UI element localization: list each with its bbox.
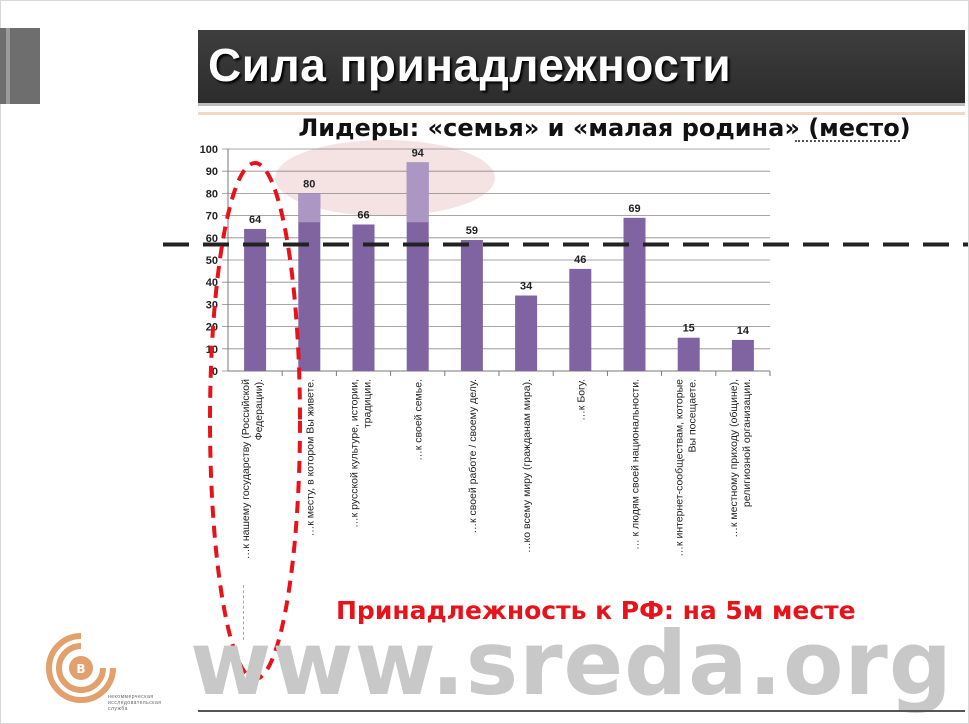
bar xyxy=(677,337,700,371)
data-label: 14 xyxy=(737,325,750,337)
data-label: 59 xyxy=(466,225,478,237)
data-label: 80 xyxy=(303,178,315,190)
highlight-oval xyxy=(208,161,302,681)
x-category-label: …к месту, в котором Вы живете. xyxy=(304,379,316,536)
x-category-label: …к своей семье. xyxy=(413,379,425,461)
callout-text: Принадлежность к РФ: на 5м месте xyxy=(336,596,856,625)
y-tick-label: 80 xyxy=(206,188,218,200)
bar xyxy=(623,217,646,371)
y-tick-label: 0 xyxy=(212,366,218,378)
title-bar: Сила принадлежности xyxy=(198,30,965,106)
bar xyxy=(298,193,321,371)
subtitle-dotted-underline xyxy=(795,140,900,142)
x-category-label: …к русской культуре, истории,традиции. xyxy=(349,379,374,528)
y-tick-label: 70 xyxy=(206,211,218,223)
left-accent-highlight xyxy=(6,28,10,104)
y-tick-label: 90 xyxy=(206,166,218,178)
x-category-label: …ко всему миру (гражданам мира). xyxy=(521,379,533,553)
bar xyxy=(731,339,754,371)
bar-highlight-overlay xyxy=(298,193,321,223)
data-label: 66 xyxy=(357,209,369,221)
bottom-rule xyxy=(198,710,965,712)
data-label: 64 xyxy=(249,214,262,226)
bar xyxy=(352,224,375,371)
watermark-text: www.sreda.org xyxy=(190,612,953,715)
sreda-logo-icon: B xyxy=(46,633,116,703)
title-underline xyxy=(198,112,965,115)
x-category-label: …к интернет-сообществам, которыеВы посещ… xyxy=(674,379,699,557)
data-label: 34 xyxy=(520,281,533,293)
data-label: 94 xyxy=(412,147,425,159)
x-category-label: …к нашему государству (РоссийскойФедерац… xyxy=(240,379,265,559)
y-tick-label: 100 xyxy=(200,144,218,156)
data-label: 46 xyxy=(574,254,586,266)
bar xyxy=(244,228,267,371)
svg-text:B: B xyxy=(76,662,85,676)
x-category-label: …к Богу. xyxy=(575,379,587,421)
x-category-label: …к местному приходу (общине),религиозной… xyxy=(728,379,753,538)
bar xyxy=(515,295,538,371)
side-dashed-mark xyxy=(243,585,244,640)
y-tick-label: 50 xyxy=(206,255,218,267)
bar xyxy=(460,240,483,371)
slide-subtitle: Лидеры: «семья» и «малая родина» (место) xyxy=(298,114,911,142)
logo-caption: некоммерческая исследовательская служба xyxy=(108,694,162,712)
bar-highlight-overlay xyxy=(406,162,429,223)
x-category-label: … к людям своей национальности. xyxy=(630,379,642,550)
data-label: 15 xyxy=(683,323,695,335)
bar xyxy=(569,268,592,371)
y-tick-label: 60 xyxy=(206,233,218,245)
slide-title: Сила принадлежности xyxy=(208,39,732,91)
x-category-label: …к своей работе / своему делу. xyxy=(467,379,479,534)
data-label: 69 xyxy=(628,203,640,215)
highlight-ellipse xyxy=(275,140,495,216)
